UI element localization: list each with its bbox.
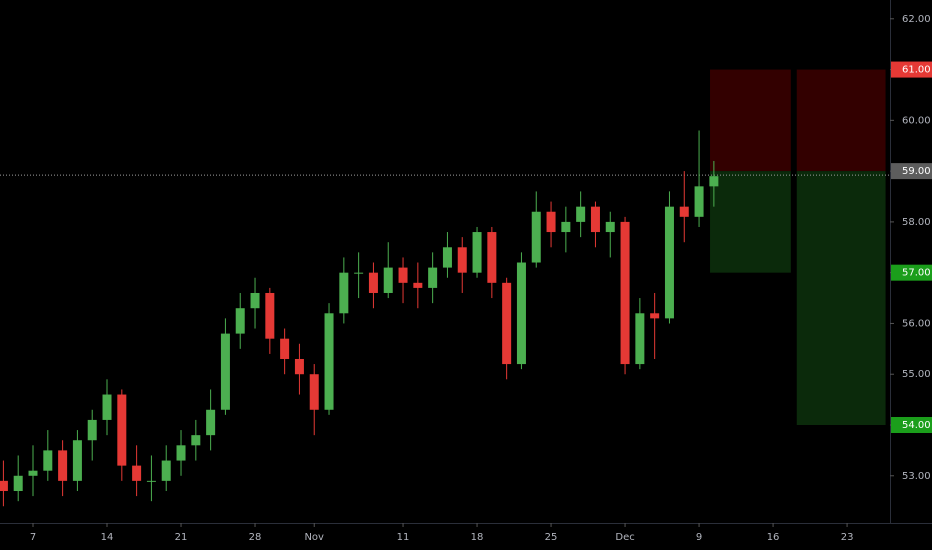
candle-body	[132, 465, 142, 481]
candle-body	[161, 460, 171, 481]
target-zone	[796, 171, 886, 426]
x-tick-label: 9	[696, 532, 702, 543]
y-tick-label: 56.00	[902, 318, 931, 329]
candle-body	[442, 247, 452, 268]
x-tick-label: 18	[471, 532, 484, 543]
candle-body	[709, 176, 719, 187]
candle-body	[0, 480, 8, 492]
candle-body	[368, 272, 378, 293]
y-tick-label: 61.00	[902, 65, 931, 76]
candle-body	[472, 232, 482, 273]
candle-body	[191, 435, 201, 446]
candle-body	[146, 480, 156, 482]
candle-body	[354, 272, 364, 274]
candle-body	[694, 186, 704, 217]
candle-body	[650, 313, 660, 319]
candle-body	[117, 394, 127, 466]
candle-body	[72, 440, 82, 481]
candle-body	[546, 211, 556, 233]
candle-body	[605, 221, 615, 233]
x-tick-label: 23	[841, 532, 854, 543]
candle-body	[531, 211, 541, 263]
x-tick-label: 16	[767, 532, 780, 543]
y-tick-label: 54.00	[902, 420, 931, 431]
x-tick-label: 14	[101, 532, 114, 543]
x-tick-label: 21	[175, 532, 188, 543]
candle-body	[43, 450, 53, 471]
y-tick-label: 58.00	[902, 217, 931, 228]
candle-body	[398, 267, 408, 283]
candle-body	[206, 409, 216, 436]
x-tick-label: 28	[249, 532, 262, 543]
x-tick-label: Nov	[304, 532, 324, 543]
candle-body	[457, 247, 467, 273]
candle-body	[294, 358, 304, 375]
y-tick-label: 53.00	[902, 471, 931, 482]
y-tick-label: 60.00	[902, 115, 931, 126]
x-tick-label: 11	[397, 532, 410, 543]
y-tick-label: 62.00	[902, 14, 931, 25]
candle-body	[250, 292, 260, 309]
y-tick-highlight	[891, 163, 932, 180]
stop-zone	[710, 69, 791, 172]
stop-zone	[796, 69, 886, 172]
candle-body	[428, 267, 438, 288]
candle-body	[635, 313, 645, 365]
y-tick-highlight	[891, 417, 932, 434]
candle-body	[87, 419, 97, 441]
y-tick-label: 57.00	[902, 268, 931, 279]
candle-body	[324, 313, 334, 410]
candle-body	[590, 206, 600, 233]
candle-body	[576, 206, 586, 222]
candle-body	[58, 450, 68, 481]
candle-body	[339, 272, 349, 314]
candle-body	[176, 445, 186, 461]
candle-body	[383, 267, 393, 293]
y-tick-highlight	[891, 61, 932, 78]
x-tick-label: Dec	[615, 532, 634, 543]
candle-body	[280, 338, 290, 359]
candle-body	[620, 221, 630, 365]
candle-body	[487, 232, 497, 283]
x-tick-label: 25	[545, 532, 558, 543]
target-zone	[710, 171, 791, 273]
candle-body	[309, 374, 319, 410]
candle-body	[679, 206, 689, 217]
candle-body	[28, 470, 38, 476]
candle-body	[102, 394, 112, 420]
candle-body	[502, 282, 512, 365]
x-tick-label: 7	[30, 532, 36, 543]
candle-body	[561, 221, 571, 233]
y-tick-highlight	[891, 264, 932, 281]
candle-body	[664, 206, 674, 319]
y-tick-label: 59.00	[902, 166, 931, 177]
candle-body	[235, 308, 245, 334]
candle-body	[13, 475, 23, 492]
candle-body	[220, 333, 230, 410]
candle-body	[265, 292, 275, 339]
candle-body	[516, 262, 526, 365]
candle-body	[413, 282, 423, 288]
y-tick-label: 55.00	[902, 369, 931, 380]
